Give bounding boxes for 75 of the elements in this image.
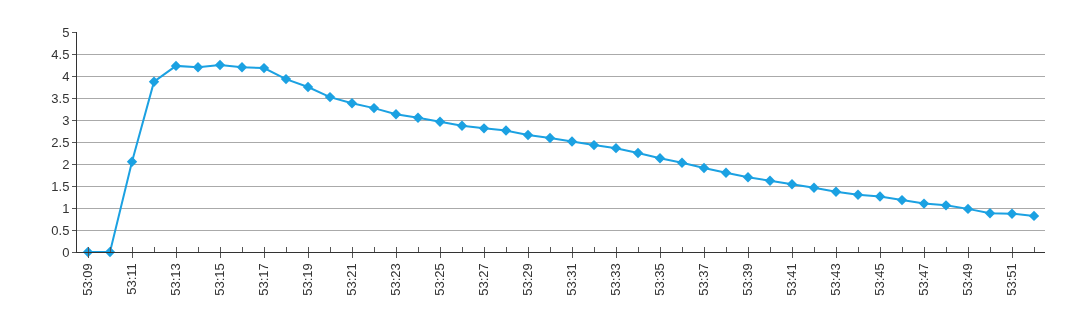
y-tick-label: 0.5 — [51, 222, 70, 238]
point — [742, 172, 754, 183]
x-tick-label: 53:25 — [432, 263, 448, 296]
point — [852, 189, 864, 200]
y-tick-label: 4.5 — [51, 46, 70, 62]
x-tick-label: 53:43 — [828, 263, 844, 296]
point — [500, 125, 512, 136]
point — [588, 139, 600, 151]
point — [874, 191, 886, 202]
point — [940, 200, 952, 211]
point — [280, 73, 292, 85]
point — [676, 157, 688, 168]
y-tick-label: 1 — [62, 200, 70, 216]
point — [434, 116, 446, 127]
x-tick-label: 53:27 — [476, 263, 492, 296]
y-tick-label: 3 — [62, 112, 70, 128]
x-tick-label: 53:49 — [960, 263, 976, 296]
point — [544, 132, 556, 144]
point — [324, 91, 336, 103]
x-tick-label: 53:51 — [1004, 263, 1020, 296]
y-tick-label: 3.5 — [51, 90, 70, 106]
x-tick-label: 53:35 — [652, 263, 668, 296]
point — [918, 198, 930, 209]
point — [764, 175, 776, 186]
point — [698, 162, 710, 174]
x-tick-label: 53:41 — [784, 263, 800, 296]
point — [368, 102, 380, 114]
x-tick-label: 53:29 — [520, 263, 536, 296]
point — [830, 186, 842, 197]
point — [148, 76, 160, 87]
x-tick-label: 53:17 — [256, 263, 272, 296]
y-tick-label: 5 — [62, 24, 70, 40]
point — [566, 136, 578, 147]
y-tick-label: 2.5 — [51, 134, 70, 150]
point — [654, 153, 666, 164]
point — [390, 109, 402, 120]
x-tick-label: 53:21 — [344, 263, 360, 296]
point — [720, 167, 732, 178]
point — [236, 62, 248, 73]
point — [522, 129, 534, 141]
point — [808, 182, 820, 193]
point — [192, 62, 204, 73]
point — [214, 59, 226, 71]
x-tick-label: 53:31 — [564, 263, 580, 296]
x-tick-label: 53:47 — [916, 263, 932, 296]
point — [456, 120, 468, 131]
point — [984, 208, 996, 219]
x-tick-label: 53:33 — [608, 263, 624, 296]
point — [1028, 210, 1040, 222]
x-tick-label: 53:39 — [740, 263, 756, 296]
y-tick-label: 2 — [62, 156, 70, 172]
point — [632, 147, 644, 159]
point — [170, 60, 182, 72]
x-tick-label: 53:23 — [388, 263, 404, 296]
x-tick-label: 53:45 — [872, 263, 888, 296]
point — [478, 123, 490, 134]
x-tick-label: 53:13 — [168, 263, 184, 296]
y-tick-label: 0 — [62, 244, 70, 260]
point — [1006, 208, 1018, 219]
point — [258, 62, 270, 74]
point — [786, 179, 798, 190]
point — [302, 81, 314, 93]
point — [962, 203, 974, 215]
x-tick-label: 53:15 — [212, 263, 228, 296]
point — [126, 156, 138, 167]
y-tick-label: 4 — [62, 68, 70, 84]
point — [412, 112, 424, 123]
point — [896, 194, 908, 206]
x-tick-label: 53:11 — [124, 263, 140, 295]
y-tick-label: 1.5 — [51, 178, 70, 194]
x-tick-label: 53:19 — [300, 263, 316, 296]
x-tick-label: 53:09 — [80, 263, 96, 296]
point — [346, 98, 358, 109]
point — [610, 142, 622, 154]
x-tick-label: 53:37 — [696, 263, 712, 296]
